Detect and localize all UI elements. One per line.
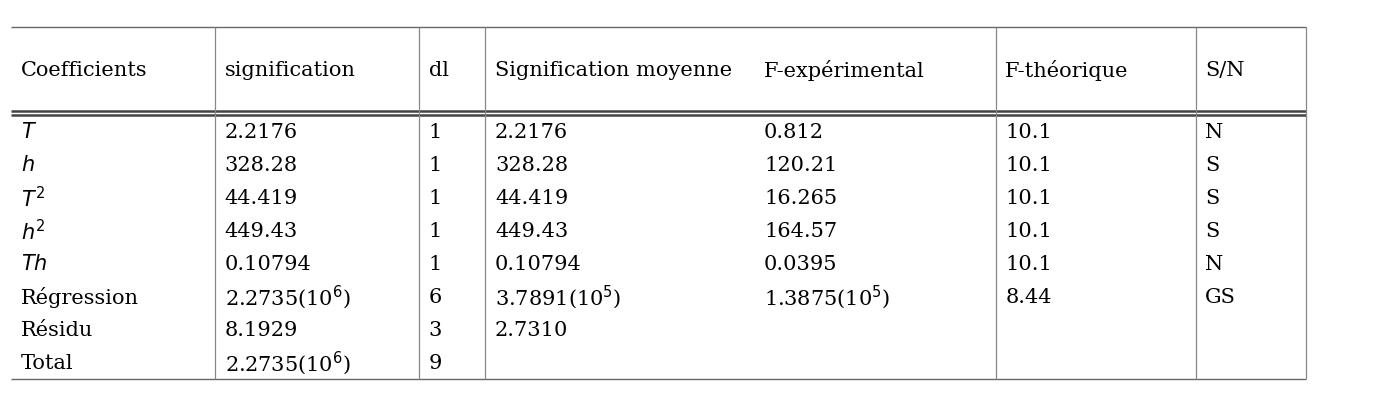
Text: 0.10794: 0.10794	[495, 254, 582, 273]
Text: 8.44: 8.44	[1005, 287, 1052, 306]
Text: 2.2176: 2.2176	[225, 123, 298, 142]
Text: 2.2735(10$^6$): 2.2735(10$^6$)	[225, 283, 350, 310]
Text: 44.419: 44.419	[225, 188, 298, 207]
Text: S: S	[1205, 221, 1219, 240]
Text: 2.7310: 2.7310	[495, 320, 568, 339]
Text: 1: 1	[429, 254, 443, 273]
Text: 449.43: 449.43	[225, 221, 298, 240]
Text: Résidu: Résidu	[21, 320, 92, 339]
Text: 0.0395: 0.0395	[764, 254, 837, 273]
Text: Régression: Régression	[21, 286, 139, 307]
Text: Signification moyenne: Signification moyenne	[495, 61, 732, 80]
Text: dl: dl	[429, 61, 450, 80]
Text: 1: 1	[429, 188, 443, 207]
Text: S/N: S/N	[1205, 61, 1245, 80]
Text: 10.1: 10.1	[1005, 156, 1052, 174]
Text: 2.2176: 2.2176	[495, 123, 568, 142]
Text: 449.43: 449.43	[495, 221, 568, 240]
Text: 120.21: 120.21	[764, 156, 837, 174]
Text: 10.1: 10.1	[1005, 254, 1052, 273]
Text: S: S	[1205, 156, 1219, 174]
Text: N: N	[1205, 123, 1223, 142]
Text: 10.1: 10.1	[1005, 123, 1052, 142]
Text: Total: Total	[21, 353, 73, 372]
Text: F-théorique: F-théorique	[1005, 60, 1129, 81]
Text: 0.812: 0.812	[764, 123, 825, 142]
Text: 10.1: 10.1	[1005, 221, 1052, 240]
Text: 3: 3	[429, 320, 443, 339]
Text: 328.28: 328.28	[225, 156, 298, 174]
Text: 328.28: 328.28	[495, 156, 568, 174]
Text: 0.10794: 0.10794	[225, 254, 312, 273]
Text: 10.1: 10.1	[1005, 188, 1052, 207]
Text: 6: 6	[429, 287, 443, 306]
Text: 3.7891(10$^5$): 3.7891(10$^5$)	[495, 283, 622, 310]
Text: 1: 1	[429, 123, 443, 142]
Text: GS: GS	[1205, 287, 1236, 306]
Text: 9: 9	[429, 353, 443, 372]
Text: 1.3875(10$^5$): 1.3875(10$^5$)	[764, 283, 889, 310]
Text: 1: 1	[429, 221, 443, 240]
Text: signification: signification	[225, 61, 356, 80]
Text: $h$: $h$	[21, 155, 34, 175]
Text: S: S	[1205, 188, 1219, 207]
Text: 8.1929: 8.1929	[225, 320, 298, 339]
Text: $h^2$: $h^2$	[21, 218, 46, 243]
Text: F-expérimental: F-expérimental	[764, 60, 925, 81]
Text: 1: 1	[429, 156, 443, 174]
Text: 44.419: 44.419	[495, 188, 568, 207]
Text: 16.265: 16.265	[764, 188, 837, 207]
Text: $T$: $T$	[21, 122, 37, 142]
Text: N: N	[1205, 254, 1223, 273]
Text: Coefficients: Coefficients	[21, 61, 148, 80]
Text: 164.57: 164.57	[764, 221, 837, 240]
Text: 2.2735(10$^6$): 2.2735(10$^6$)	[225, 348, 350, 376]
Text: $Th$: $Th$	[21, 253, 47, 273]
Text: $T^2$: $T^2$	[21, 185, 46, 211]
